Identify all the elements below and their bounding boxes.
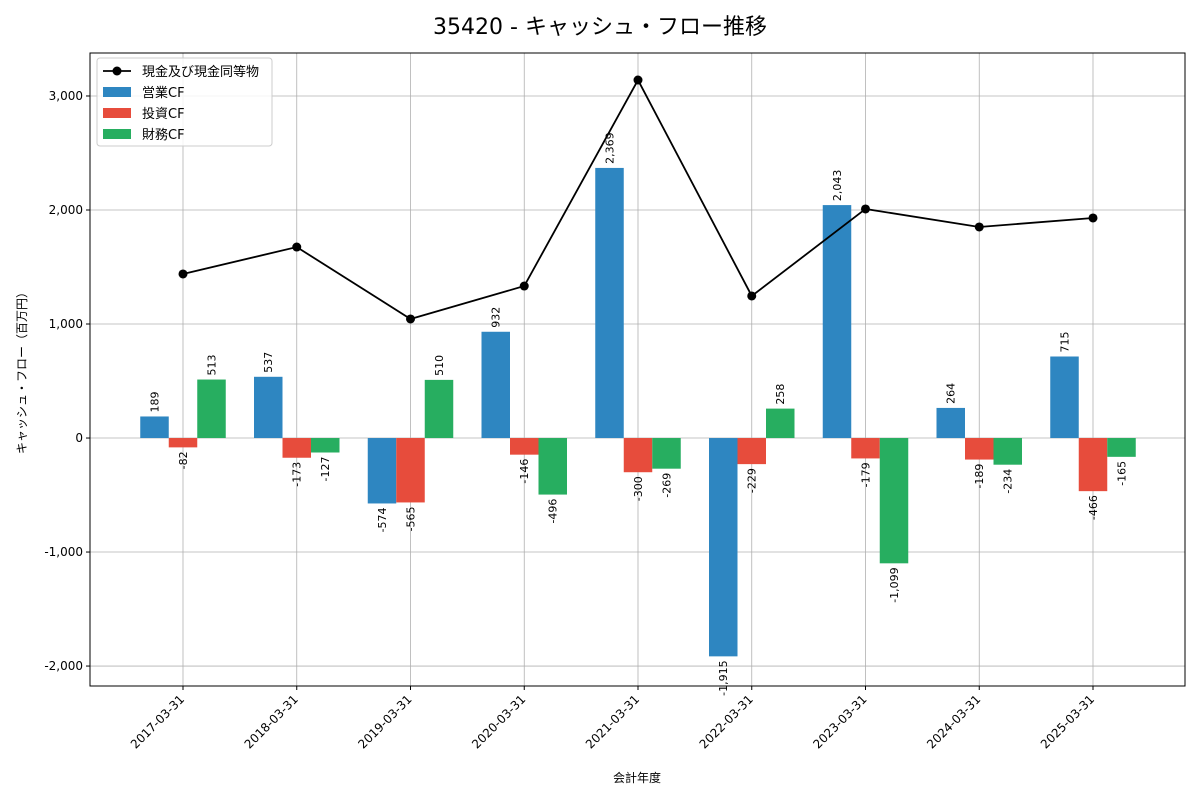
bar-operating-cf xyxy=(367,438,397,504)
y-axis-label: キャッシュ・フロー（百万円） xyxy=(15,286,29,454)
legend-swatch-icon xyxy=(103,108,131,118)
y-tick-label: 2,000 xyxy=(49,203,83,217)
bar-operating-cf xyxy=(709,438,738,657)
bar-operating-cf xyxy=(822,205,852,439)
legend-entry: 財務CF xyxy=(142,128,185,143)
data-label: -229 xyxy=(746,468,759,493)
data-label: -466 xyxy=(1087,495,1100,520)
legend-entry: 営業CF xyxy=(142,85,185,101)
data-label: -234 xyxy=(1002,469,1015,494)
cash-equivalents-point xyxy=(747,291,757,301)
x-tick-label: 2025-03-31 xyxy=(1038,692,1097,751)
x-tick-label: 2021-03-31 xyxy=(583,692,642,751)
data-label: -82 xyxy=(177,451,190,469)
y-tick-label: -2,000 xyxy=(44,659,83,673)
x-tick-label: 2022-03-31 xyxy=(697,692,756,751)
cash-equivalents-point xyxy=(406,314,415,324)
chart-title: 35420 - キャッシュ・フロー推移 xyxy=(433,15,767,40)
legend-entry: 投資CF xyxy=(142,106,185,122)
x-tick-label: 2017-03-31 xyxy=(128,692,187,751)
data-label: -496 xyxy=(547,499,560,524)
bar-operating-cf xyxy=(481,331,510,439)
data-label: 715 xyxy=(1059,332,1072,353)
data-label: -269 xyxy=(661,473,674,498)
data-label: -300 xyxy=(632,476,645,501)
data-label: 537 xyxy=(262,352,275,373)
bar-financing-cf xyxy=(538,438,567,495)
legend-swatch-icon xyxy=(103,129,131,139)
cash-equivalents-point xyxy=(633,75,643,85)
x-tick-label: 2023-03-31 xyxy=(810,692,869,751)
x-tick-label: 2024-03-31 xyxy=(924,692,983,751)
data-label: -127 xyxy=(319,457,332,482)
bar-investing-cf xyxy=(737,438,766,465)
x-tick-label: 2018-03-31 xyxy=(242,692,301,751)
cash-equivalents-point xyxy=(974,222,984,232)
cash-equivalents-point xyxy=(1088,213,1098,223)
cash-equivalents-point xyxy=(292,242,302,252)
bar-investing-cf xyxy=(510,438,539,455)
data-label: -146 xyxy=(518,459,531,484)
data-label: 510 xyxy=(433,355,446,376)
y-tick-label: -1,000 xyxy=(44,545,83,559)
data-label: 258 xyxy=(774,384,787,405)
bar-operating-cf xyxy=(595,167,624,439)
data-label: -574 xyxy=(376,507,389,532)
data-label: -179 xyxy=(860,462,873,487)
data-label: 932 xyxy=(490,307,503,328)
bar-operating-cf xyxy=(936,407,965,439)
bar-financing-cf xyxy=(766,408,795,439)
data-label: -565 xyxy=(405,506,418,531)
cash-equivalents-point xyxy=(178,269,188,279)
bar-operating-cf xyxy=(1050,356,1079,439)
bar-financing-cf xyxy=(424,379,454,439)
y-tick-label: 0 xyxy=(75,431,83,445)
legend-entry: 現金及び現金同等物 xyxy=(142,64,259,80)
legend-swatch-icon xyxy=(103,87,131,97)
bar-investing-cf xyxy=(396,438,425,503)
x-tick-label: 2019-03-31 xyxy=(355,692,414,751)
bar-operating-cf xyxy=(254,376,283,439)
plot-frame xyxy=(89,52,1186,687)
legend-box xyxy=(96,57,273,147)
data-label: -189 xyxy=(973,464,986,489)
x-tick-label: 2020-03-31 xyxy=(469,692,528,751)
bar-financing-cf xyxy=(311,438,340,453)
bar-financing-cf xyxy=(652,438,681,469)
data-label: -165 xyxy=(1116,461,1129,486)
cash-equivalents-point xyxy=(519,281,529,291)
bar-investing-cf xyxy=(623,438,653,473)
data-label: 2,369 xyxy=(604,132,617,164)
bar-investing-cf xyxy=(168,438,198,448)
legend-marker-icon xyxy=(112,66,122,76)
data-label: 513 xyxy=(206,355,219,376)
bar-operating-cf xyxy=(140,416,169,439)
data-label: 2,043 xyxy=(831,170,844,202)
bar-investing-cf xyxy=(282,438,311,458)
data-label: 189 xyxy=(149,391,162,412)
data-label: -173 xyxy=(291,462,304,487)
bar-financing-cf xyxy=(993,438,1022,465)
y-tick-label: 1,000 xyxy=(49,317,83,331)
bar-investing-cf xyxy=(851,438,880,459)
data-label: 264 xyxy=(945,383,958,404)
cash-equivalents-point xyxy=(861,204,870,214)
bar-financing-cf xyxy=(197,379,226,439)
bar-investing-cf xyxy=(1078,438,1108,492)
bar-financing-cf xyxy=(879,438,909,564)
data-label: -1,099 xyxy=(888,567,901,602)
bar-investing-cf xyxy=(965,438,994,460)
y-tick-label: 3,000 xyxy=(49,89,83,103)
data-label: -1,915 xyxy=(717,660,730,695)
bar-financing-cf xyxy=(1107,438,1136,457)
x-axis-label: 会計年度 xyxy=(613,770,661,785)
